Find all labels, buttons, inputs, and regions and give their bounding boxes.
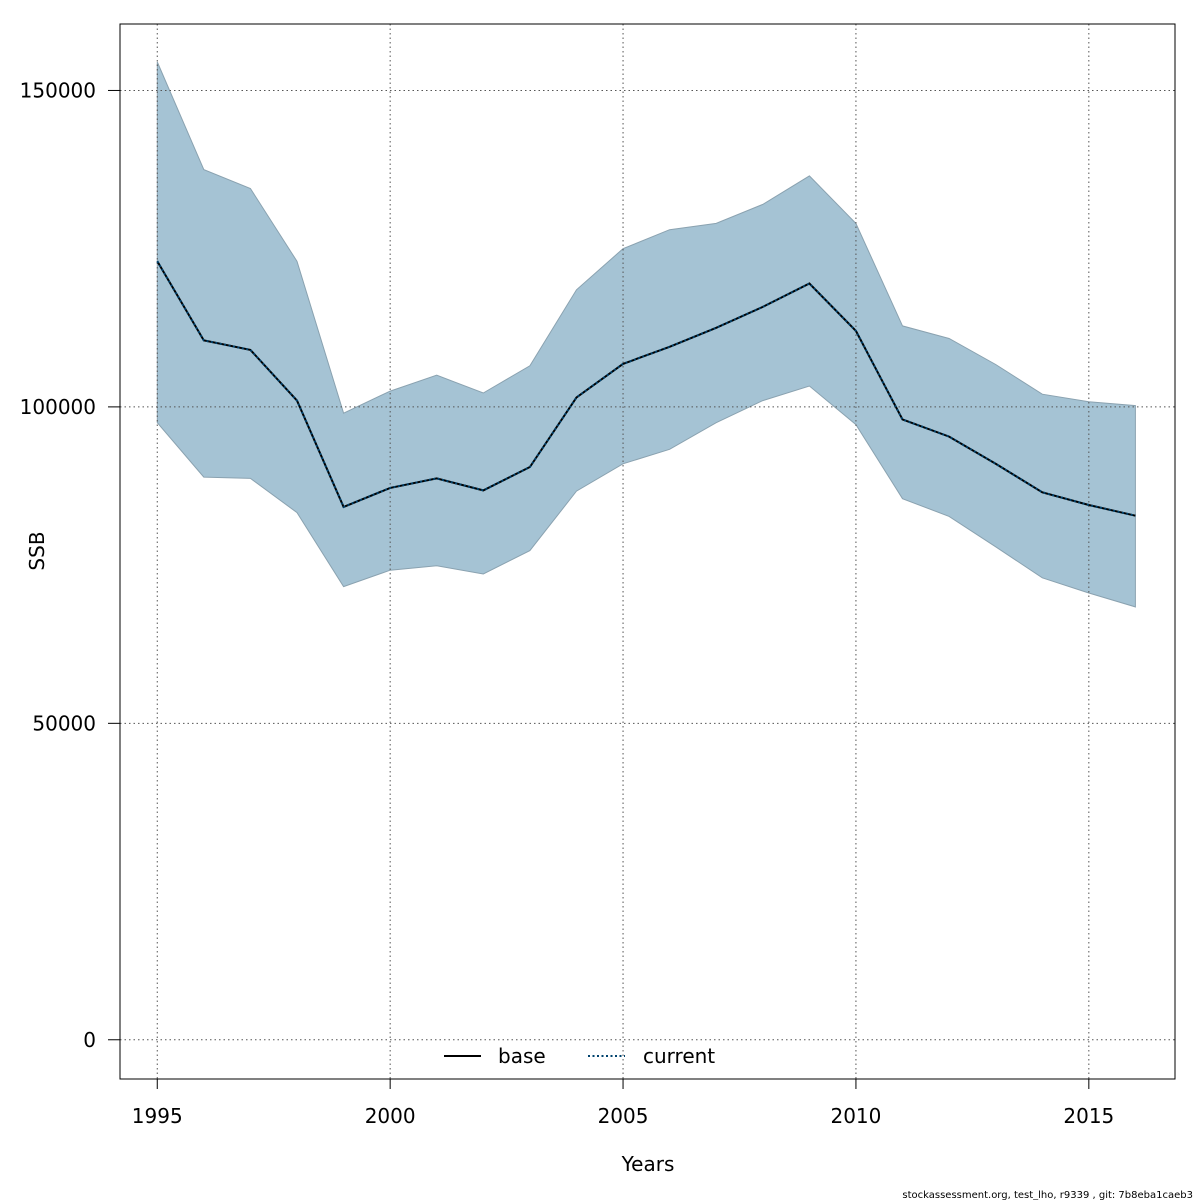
y-tick-label-50000: 50000 <box>32 711 96 735</box>
axis-layer: 1995 2000 2005 2010 2015 0 50000 100000 150000 <box>20 78 1115 1128</box>
y-tick-label-150000: 150000 <box>20 78 96 102</box>
x-tick-label-2005: 2005 <box>598 1104 649 1128</box>
legend-label-current: current <box>643 1044 715 1068</box>
x-tick-label-2000: 2000 <box>365 1104 416 1128</box>
series-line-current <box>156 260 1136 517</box>
y-axis-title: SSB <box>25 531 49 570</box>
series-layer <box>156 260 1136 517</box>
x-axis-title: Years <box>621 1152 675 1176</box>
legend: base current <box>444 1044 715 1068</box>
plot-frame <box>119 23 1176 1080</box>
grid-layer <box>120 24 1175 1079</box>
x-tick-label-1995: 1995 <box>132 1104 183 1128</box>
y-tick-label-100000: 100000 <box>20 395 96 419</box>
confidence-band <box>156 61 1136 608</box>
confidence-band-layer <box>156 61 1136 608</box>
y-tick-label-0: 0 <box>83 1028 96 1052</box>
footer-note: stockassessment.org, test_lho, r9339 , g… <box>902 1190 1193 1200</box>
x-tick-label-2015: 2015 <box>1063 1104 1114 1128</box>
legend-label-base: base <box>498 1044 546 1068</box>
x-tick-label-2010: 2010 <box>830 1104 881 1128</box>
